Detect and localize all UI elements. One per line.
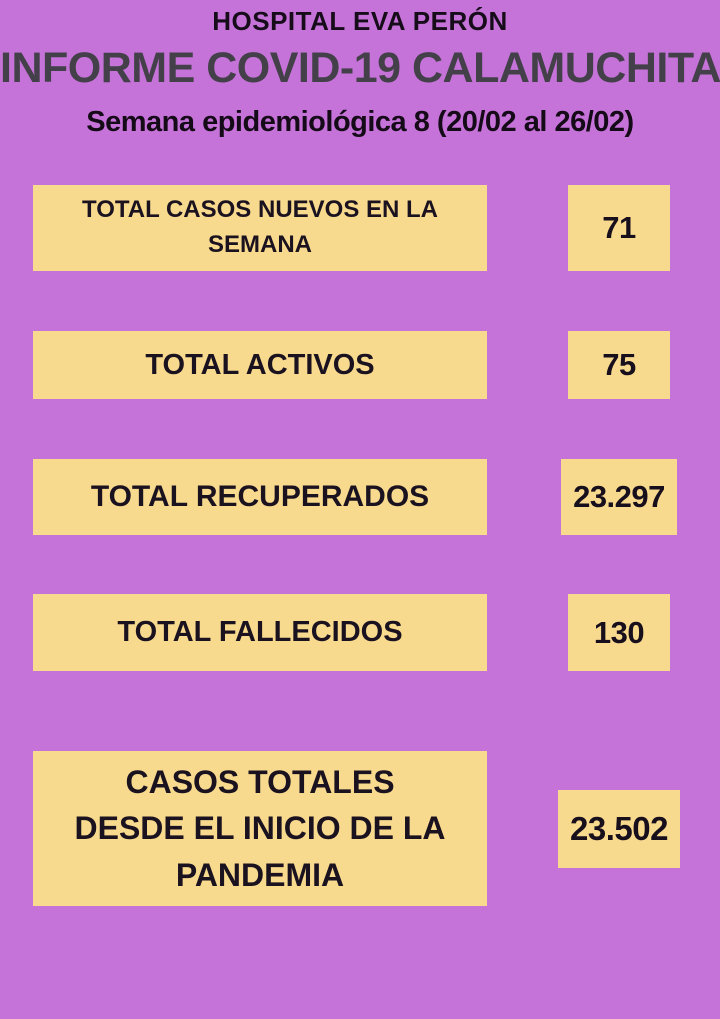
stat-value-active-cases: 75 xyxy=(568,331,670,399)
stat-label-total-cases: CASOS TOTALES DESDE EL INICIO DE LA PAND… xyxy=(33,751,487,907)
stat-value-column: 23.502 xyxy=(534,789,704,868)
stat-row-total-cases: CASOS TOTALES DESDE EL INICIO DE LA PAND… xyxy=(0,751,720,907)
poster-header: HOSPITAL EVA PERÓN INFORME COVID-19 CALA… xyxy=(0,0,720,139)
stats-list: TOTAL CASOS NUEVOS EN LA SEMANA 71 TOTAL… xyxy=(0,185,720,907)
stat-label-new-cases: TOTAL CASOS NUEVOS EN LA SEMANA xyxy=(33,185,487,271)
stat-value-total-cases: 23.502 xyxy=(558,789,680,868)
stat-value-new-cases: 71 xyxy=(568,185,670,271)
epidemiological-week-subtitle: Semana epidemiológica 8 (20/02 al 26/02) xyxy=(86,106,634,138)
stat-value-column: 75 xyxy=(534,331,704,399)
stat-value-column: 71 xyxy=(534,185,704,271)
stat-value-deceased: 130 xyxy=(568,594,670,671)
stat-label-recovered: TOTAL RECUPERADOS xyxy=(33,459,487,535)
stat-label-active-cases: TOTAL ACTIVOS xyxy=(33,331,487,399)
stat-row-recovered: TOTAL RECUPERADOS 23.297 xyxy=(0,459,720,535)
stat-value-column: 23.297 xyxy=(534,459,704,535)
hospital-name: HOSPITAL EVA PERÓN xyxy=(212,6,508,36)
stat-value-column: 130 xyxy=(534,594,704,671)
stat-row-deceased: TOTAL FALLECIDOS 130 xyxy=(0,594,720,671)
report-title: INFORME COVID-19 CALAMUCHITA xyxy=(0,44,720,92)
stat-row-new-cases: TOTAL CASOS NUEVOS EN LA SEMANA 71 xyxy=(0,185,720,271)
stat-value-recovered: 23.297 xyxy=(561,459,677,535)
stat-label-deceased: TOTAL FALLECIDOS xyxy=(33,594,487,671)
stat-row-active-cases: TOTAL ACTIVOS 75 xyxy=(0,331,720,399)
